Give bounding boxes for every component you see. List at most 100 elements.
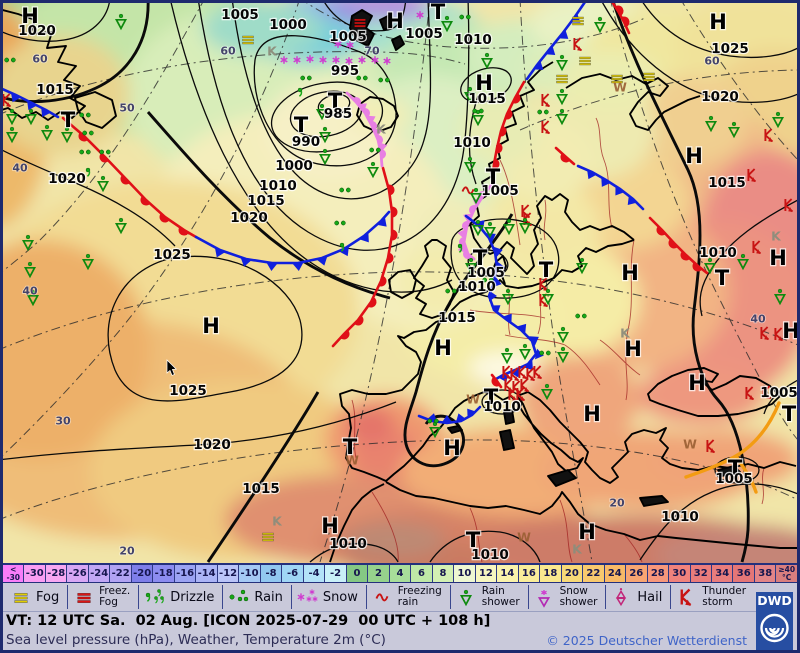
temp-scale-cell: -22: [110, 565, 132, 582]
legend-label: Rain shower: [481, 584, 520, 608]
pressure-value-label: 1010: [458, 279, 496, 295]
pressure-value-label: 1015: [242, 481, 280, 497]
mouse-cursor: [166, 359, 177, 376]
warm-front: [331, 166, 398, 348]
temp-scale-cell: -8: [260, 565, 283, 582]
fog-symbol: [262, 532, 274, 542]
cold-airmass-label: K: [771, 229, 782, 244]
pressure-value-label: 1015: [247, 193, 285, 209]
pressure-center-letter: T: [473, 246, 488, 270]
temp-scale-cell: < -30: [3, 565, 25, 582]
fog-symbol: [572, 16, 584, 26]
temp-scale-cell: -16: [174, 565, 197, 582]
graticule-label: 40: [12, 162, 28, 175]
valid-time-caption: VT: 12 UTC Sa. 02 Aug. [ICON 2025-07-29 …: [6, 613, 491, 629]
temp-scale-cell: 20: [561, 565, 584, 582]
temp-scale-cell: -28: [45, 565, 68, 582]
pressure-center-letter: T: [539, 258, 554, 282]
temp-scale-cell: 10: [454, 565, 476, 582]
pressure-value-label: 1015: [708, 175, 746, 191]
temp-scale-cell: 28: [647, 565, 670, 582]
pressure-center-letter: T: [294, 113, 309, 137]
temp-scale-cell: 6: [411, 565, 433, 582]
temp-scale-cell: -26: [67, 565, 89, 582]
warm-front: [648, 216, 709, 275]
temperature-field: [3, 3, 797, 563]
pressure-center-letter: T: [782, 402, 797, 426]
ffog-symbol: [354, 18, 366, 28]
pressure-value-label: 1020: [18, 23, 56, 39]
legend-item-snow-shower: Snow shower: [529, 585, 607, 609]
pressure-center-letter: H: [685, 144, 703, 168]
pressure-value-label: 1010: [329, 536, 367, 552]
pressure-value-label: 1005: [329, 29, 367, 45]
rain-icon: [229, 589, 249, 601]
pressure-value-label: 1015: [36, 82, 74, 98]
pressure-value-label: 1010: [661, 509, 699, 525]
warm-airmass-label: W: [466, 392, 480, 407]
cold-front: [464, 214, 544, 383]
temp-scale-cell: 38: [754, 565, 777, 582]
warm-airmass-label: W: [517, 530, 531, 545]
cold-front: [525, 3, 586, 81]
legend-item-snow: Snow: [292, 585, 367, 609]
graticule-label: 20: [119, 545, 135, 558]
parameter-row: Sea level pressure (hPa), Weather, Tempe…: [3, 630, 756, 650]
temp-scale-cell: 30: [669, 565, 691, 582]
weather-map: H 1020 1005 1000 1005 H T 1005 1010 995 T 985 T 990 10…: [3, 3, 797, 563]
temp-scale-cell: 16: [518, 565, 541, 582]
legend-label: Fog: [36, 589, 60, 605]
pressure-center-letter: T: [431, 3, 446, 24]
legend-label: Freezing rain: [397, 584, 442, 608]
graticule-label: 30: [55, 415, 71, 428]
pressure-center-letter: T: [486, 165, 501, 189]
pressure-center-letter: H: [769, 246, 787, 270]
pressure-center-letter: T: [715, 266, 730, 290]
temp-scale-cell: 26: [626, 565, 648, 582]
pressure-center-letter: T: [484, 385, 499, 409]
pressure-center-letter: T: [728, 456, 743, 480]
temp-scale-cell: -12: [217, 565, 240, 582]
snow-icon: [296, 588, 318, 602]
pressure-center-letter: H: [782, 319, 797, 343]
pressure-value-label: 1000: [275, 158, 313, 174]
cold-airmass-label: K: [272, 514, 283, 529]
fronts: [3, 3, 781, 494]
legend-label: Hail: [637, 589, 663, 605]
pressure-value-label: 1010: [453, 135, 491, 151]
temp-scale-cell: 34: [711, 565, 734, 582]
warm-airmass-label: W: [613, 80, 627, 95]
temp-scale-cell: -20: [131, 565, 154, 582]
pressure-value-label: 1020: [701, 89, 739, 105]
pressure-center-letter: H: [621, 261, 639, 285]
dwd-logo: DWD: [756, 592, 793, 650]
warm-airmass-label: W: [683, 437, 697, 452]
snow-shower-icon: [538, 588, 550, 607]
legend-label: Snow: [322, 589, 358, 605]
graticule-label: 50: [119, 102, 135, 115]
pressure-center-letter: T: [61, 108, 76, 132]
pressure-center-letter: H: [321, 514, 339, 538]
pressure-center-letter: H: [624, 337, 642, 361]
cold-airmass-label: K: [620, 326, 631, 341]
temp-scale-cell: 14: [497, 565, 519, 582]
temp-scale-cell: 24: [604, 565, 627, 582]
legend-item-rain: Rain: [223, 585, 292, 609]
graticule-label: 40: [750, 313, 766, 326]
cold-airmass-label: K: [376, 122, 387, 137]
temp-scale-cell: 8: [432, 565, 455, 582]
warm-front: [490, 373, 503, 389]
fog-symbol: [643, 72, 655, 82]
pressure-value-label: 1005: [760, 385, 797, 401]
graticule-label: 20: [609, 497, 625, 510]
pressure-value-label: 1015: [438, 310, 476, 326]
fog-symbol: [556, 74, 568, 84]
legend-label: Freez. Fog: [99, 584, 131, 608]
pressure-center-letter: T: [328, 89, 343, 113]
graticule-label: 60: [220, 45, 236, 58]
pressure-value-label: 1025: [153, 247, 191, 263]
legend-label: Rain: [254, 589, 283, 605]
pressure-value-label: 1005: [715, 471, 753, 487]
legend-label: Drizzle: [170, 589, 215, 605]
warm-front: [611, 3, 631, 35]
